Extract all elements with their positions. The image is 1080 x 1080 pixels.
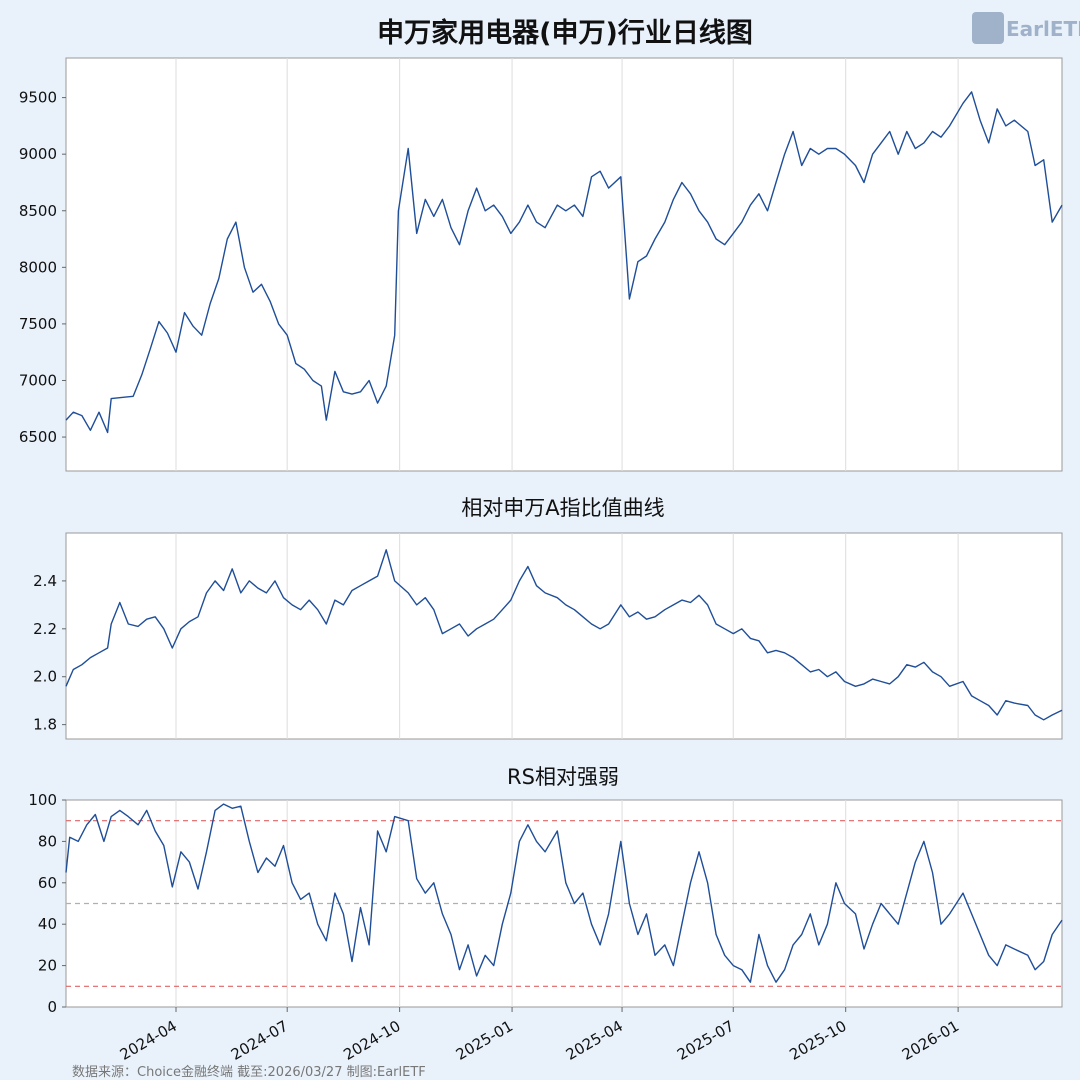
y-tick-label: 1.8: [33, 716, 57, 734]
chart-title: 申万家用电器(申万)行业日线图: [377, 17, 753, 49]
chart-panel-3: 0 20 40 60 80 100 2024-04 2024-07 2024-10 2025-01…: [28, 791, 1063, 1064]
x-tick-label: 2024-07: [228, 1017, 291, 1064]
chart-panel-2: 1.8 2.0 2.2 2.4: [33, 532, 1063, 740]
logo-icon: [972, 12, 1004, 44]
plot-area: [65, 57, 1063, 472]
y-tick-label: 20: [38, 957, 57, 975]
x-tick-label: 2024-10: [340, 1017, 403, 1064]
y-tick-label: 9000: [19, 145, 57, 163]
chart-panel-1: 6500 7000 7500 8000 8500 9000 9500: [19, 57, 1063, 472]
series-line-1: [65, 91, 1063, 434]
y-tick-label: 0: [47, 998, 57, 1016]
y-tick-label: 80: [38, 832, 57, 850]
y-tick-label: 9500: [19, 89, 57, 107]
x-tick-label: 2025-07: [674, 1017, 737, 1064]
source-note: 数据来源：Choice金融终端 截至:2026/03/27 制图:EarlETF: [72, 1064, 426, 1080]
series-line-2: [65, 549, 1063, 721]
y-tick-label: 2.2: [33, 620, 57, 638]
x-tick-label: 2025-04: [563, 1017, 626, 1064]
rs-chart-title: RS相对强弱: [507, 765, 619, 789]
y-tick-label: 6500: [19, 428, 57, 446]
y-tick-label: 40: [38, 915, 57, 933]
plot-area: [65, 532, 1063, 740]
logo-text: EarlETF: [1006, 17, 1080, 41]
ratio-chart-title: 相对申万A指比值曲线: [461, 496, 664, 520]
series-line-3: [65, 803, 1063, 983]
y-tick-label: 2.0: [33, 668, 57, 686]
y-tick-label: 8500: [19, 202, 57, 220]
x-tick-label: 2026-01: [899, 1017, 962, 1064]
x-tick-label: 2025-01: [453, 1017, 516, 1064]
y-tick-label: 100: [28, 791, 57, 809]
y-tick-label: 8000: [19, 258, 57, 276]
chart-panels: 6500 7000 7500 8000 8500 9000 9500 1.8 2.0 2.2 2.4…: [19, 57, 1063, 1064]
x-tick-label: 2024-04: [117, 1017, 180, 1064]
logo: EarlETF: [972, 12, 1080, 44]
y-tick-label: 2.4: [33, 572, 57, 590]
y-tick-label: 7500: [19, 315, 57, 333]
y-tick-label: 60: [38, 874, 57, 892]
x-tick-label: 2025-10: [786, 1017, 849, 1064]
y-tick-label: 7000: [19, 371, 57, 389]
